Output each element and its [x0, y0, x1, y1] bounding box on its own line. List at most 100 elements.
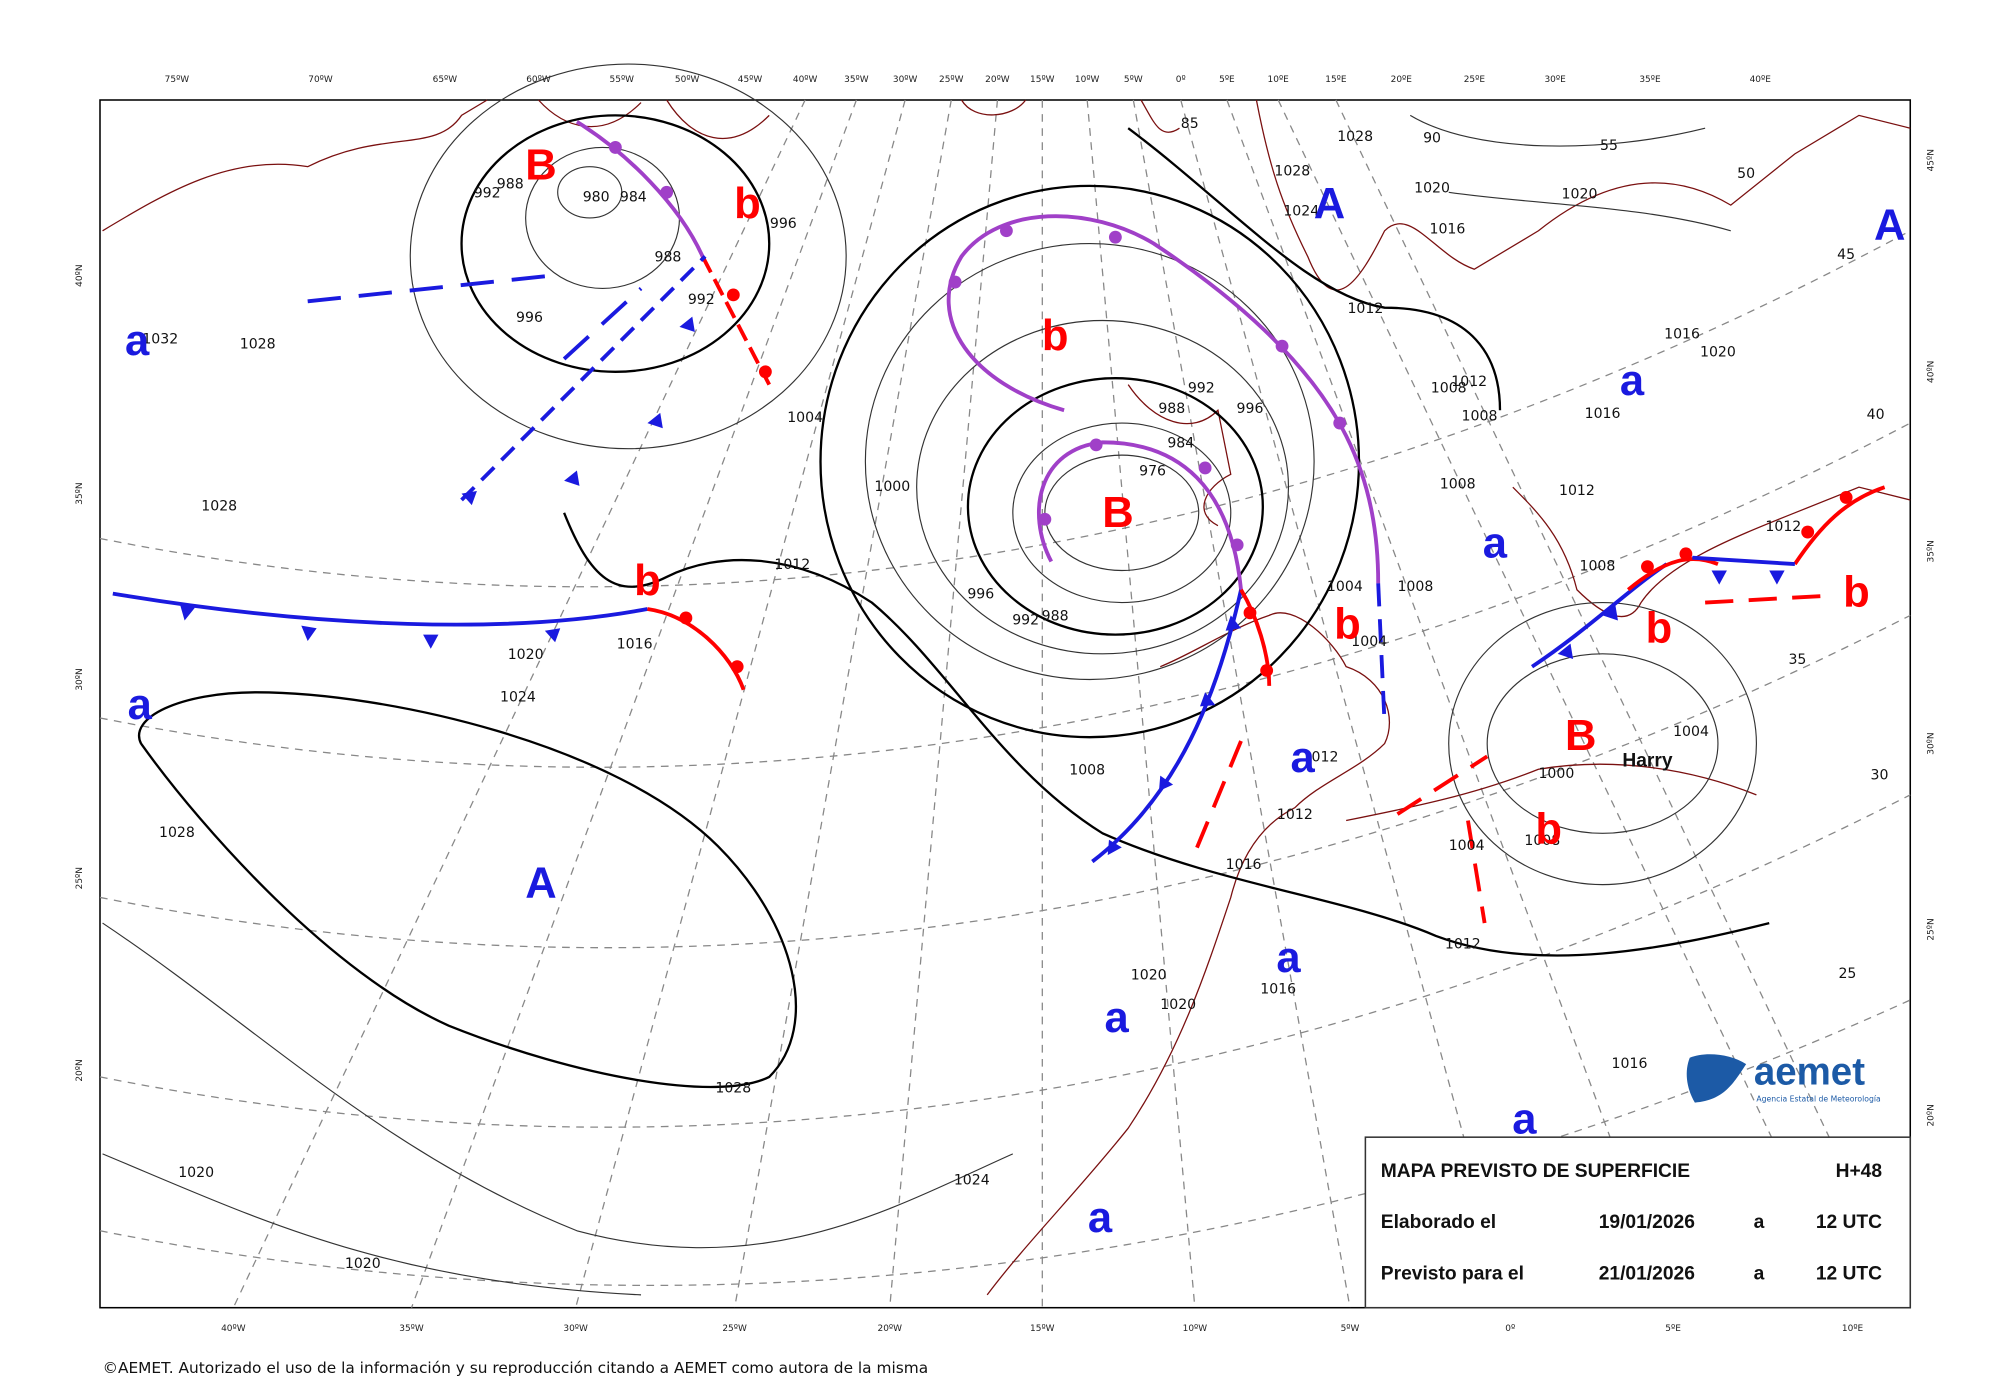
meridian	[889, 99, 999, 1308]
pressure-center: a	[1276, 934, 1301, 982]
top-axis-label: 40ºW	[793, 75, 818, 85]
isobar-label: 1016	[1260, 982, 1296, 998]
top-axis-label: 60ºW	[526, 75, 551, 85]
isobar-label: 50	[1737, 166, 1755, 182]
info-text: MAPA PREVISTO DE SUPERFICIE	[1381, 1161, 1691, 1182]
isobar-label: 992	[474, 185, 501, 201]
isobar-label: 1012	[1277, 807, 1313, 823]
isobar-label: 988	[1042, 609, 1069, 625]
left-axis-label: 25ºN	[75, 867, 85, 889]
isobar-label: 984	[620, 189, 647, 205]
isobar-label: 1008	[1431, 380, 1467, 396]
meridian	[575, 99, 906, 1308]
top-axis-label: 30ºW	[893, 75, 918, 85]
isobar-label: 1028	[715, 1080, 751, 1096]
isobar-label: 1020	[345, 1256, 381, 1272]
bottom-axis-label: 25ºW	[722, 1324, 747, 1334]
isobar-label: 1012	[1303, 750, 1339, 766]
pressure-center: b	[1334, 600, 1361, 648]
isobar-label: 988	[497, 176, 524, 192]
top-axis-label: 55ºW	[610, 75, 635, 85]
bottom-axis-label: 40ºW	[221, 1324, 246, 1334]
isobar-label: 1008	[1524, 833, 1560, 849]
bottom-axis-label: 5ºE	[1665, 1324, 1681, 1334]
isobar-label: 1008	[1579, 559, 1615, 575]
info-text: Elaborado el	[1381, 1212, 1496, 1233]
left-axis-label: 20ºN	[75, 1059, 85, 1081]
pressure-center: A	[525, 859, 556, 907]
isobar-label: 85	[1181, 116, 1199, 132]
isobar-label: 55	[1600, 138, 1618, 154]
meridian	[410, 99, 858, 1308]
parallel	[99, 999, 1911, 1286]
isobar-label: 1016	[1429, 221, 1465, 237]
storm-name: Harry	[1622, 751, 1673, 772]
top-axis-label: 65ºW	[433, 75, 458, 85]
isobar-label: 996	[770, 216, 797, 232]
pressure-center: b	[634, 557, 661, 605]
isobar-label: 1000	[1538, 766, 1574, 782]
meridian	[1226, 99, 1674, 1308]
isobar-label: 992	[1012, 612, 1039, 628]
logo-mark	[1686, 1054, 1747, 1103]
pressure-center: a	[128, 681, 153, 729]
isobar-label: 1028	[1274, 164, 1310, 180]
isobar-label: 1024	[500, 689, 536, 705]
isobar-label: 996	[516, 310, 543, 326]
meridian	[1132, 99, 1351, 1308]
meridian	[1335, 99, 1911, 1308]
top-axis-label: 10ºW	[1075, 75, 1100, 85]
pressure-center: b	[1535, 806, 1562, 854]
left-axis-label: 40ºN	[75, 264, 85, 286]
bottom-axis-label: 35ºW	[399, 1324, 424, 1334]
isobar-label: 1008	[1397, 579, 1433, 595]
info-text: a	[1754, 1212, 1765, 1233]
pressure-center: b	[734, 180, 761, 228]
bottom-axis-label: 10ºW	[1183, 1324, 1208, 1334]
isobar-label: 1028	[240, 337, 276, 353]
info-box	[1364, 1136, 1912, 1309]
isobar-label: 1020	[1131, 967, 1167, 983]
top-axis-label: 35ºW	[844, 75, 869, 85]
isobar-label: 984	[1167, 435, 1194, 451]
isobar-label: 988	[1158, 401, 1185, 417]
top-axis-label: 15ºW	[1030, 75, 1055, 85]
isobar-label: 1004	[1351, 634, 1387, 650]
isobar-label: 1016	[1612, 1056, 1648, 1072]
isobar-label: 1028	[1337, 129, 1373, 145]
top-axis-label: 45ºW	[738, 75, 763, 85]
left-axis-label: 35ºN	[75, 482, 85, 504]
isobar-label: 1004	[1327, 579, 1363, 595]
info-text: H+48	[1836, 1161, 1883, 1182]
right-axis-label: 25ºN	[1926, 918, 1936, 940]
isobar-label: 1000	[874, 479, 910, 495]
pressure-center: a	[1512, 1095, 1537, 1143]
right-axis-label: 40ºN	[1926, 361, 1936, 383]
info-text: 12 UTC	[1816, 1212, 1882, 1233]
isobar-label: 996	[967, 587, 994, 603]
isobar-label: 1012	[1451, 374, 1487, 390]
meridian	[1086, 99, 1196, 1308]
pressure-center: B	[1102, 489, 1133, 537]
isobar-label: 25	[1838, 966, 1856, 982]
isobar-label: 90	[1423, 130, 1441, 146]
bottom-axis-label: 10ºE	[1842, 1324, 1864, 1334]
isobar-label: 1020	[508, 647, 544, 663]
isobar-label: 1016	[1585, 406, 1621, 422]
pressure-center: a	[1088, 1194, 1113, 1242]
right-axis-label: 45ºN	[1926, 149, 1936, 171]
isobar-label: 1020	[1160, 997, 1196, 1013]
isobar-label: 976	[1139, 464, 1166, 480]
pressure-center: a	[1290, 734, 1315, 782]
isobar-label: 1020	[1700, 344, 1736, 360]
meridian	[733, 99, 952, 1308]
bottom-axis-label: 20ºW	[877, 1324, 902, 1334]
parallel	[99, 422, 1911, 768]
pressure-center: b	[1843, 568, 1870, 616]
pressure-center: a	[1620, 357, 1645, 405]
isobar-label: 1008	[1069, 762, 1105, 778]
top-axis-label: 70ºW	[308, 75, 333, 85]
map-frame	[99, 99, 1912, 1309]
isobar-label: 1028	[159, 825, 195, 841]
